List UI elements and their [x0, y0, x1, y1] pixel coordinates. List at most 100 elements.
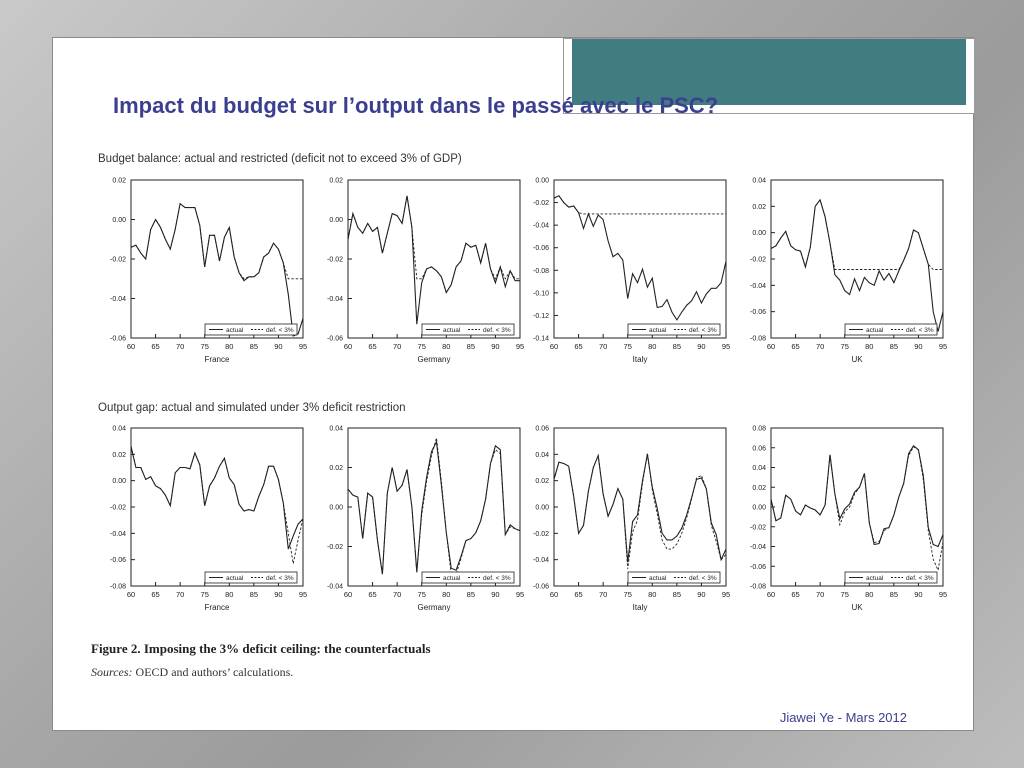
legend-deficit-label: def. < 3%	[689, 575, 717, 582]
x-tick-label: 95	[939, 342, 947, 351]
y-tick-label: -0.02	[110, 505, 126, 512]
teal-banner	[572, 39, 966, 105]
x-axis-label: Italy	[633, 603, 648, 612]
series-deficit-line	[347, 195, 520, 294]
x-axis-label: UK	[851, 355, 863, 364]
x-tick-label: 85	[890, 590, 898, 599]
x-tick-label: 65	[368, 342, 376, 351]
y-tick-label: -0.02	[750, 257, 766, 264]
slide-title: Impact du budget sur l’output dans le pa…	[113, 93, 719, 118]
series-deficit-line	[770, 446, 944, 572]
x-tick-label: 65	[574, 342, 582, 351]
plot-frame	[553, 179, 727, 339]
x-tick-label: 70	[816, 590, 824, 599]
x-tick-label: 85	[250, 590, 258, 599]
legend-deficit-label: def. < 3%	[906, 327, 934, 334]
series-actual-line	[130, 202, 304, 337]
y-tick-label: -0.06	[750, 309, 766, 316]
x-tick-label: 85	[250, 342, 258, 351]
legend-deficit-label: def. < 3%	[483, 327, 511, 334]
y-tick-label: -0.02	[533, 531, 549, 538]
x-tick-label: 75	[201, 590, 209, 599]
legend-actual-label: actual	[443, 327, 461, 334]
x-axis-label: France	[205, 603, 230, 612]
y-tick-label: 0.00	[329, 217, 343, 224]
x-tick-label: 75	[201, 342, 209, 351]
x-tick-label: 95	[299, 590, 307, 599]
x-tick-label: 75	[624, 342, 632, 351]
y-tick-label: -0.06	[327, 336, 343, 343]
x-tick-label: 90	[491, 342, 499, 351]
y-tick-label: 0.02	[752, 485, 766, 492]
y-tick-label: -0.08	[533, 268, 549, 275]
x-tick-label: 65	[791, 342, 799, 351]
legend-deficit-label: def. < 3%	[266, 327, 294, 334]
y-tick-label: -0.02	[533, 200, 549, 207]
x-tick-label: 90	[697, 590, 705, 599]
x-tick-label: 65	[151, 342, 159, 351]
y-tick-label: -0.08	[750, 336, 766, 343]
x-tick-label: 85	[467, 590, 475, 599]
y-tick-label: -0.06	[750, 564, 766, 571]
legend-deficit-label: def. < 3%	[689, 327, 717, 334]
x-tick-label: 60	[550, 590, 558, 599]
plot-frame	[553, 427, 727, 587]
x-tick-label: 70	[176, 342, 184, 351]
y-tick-label: -0.04	[533, 223, 549, 230]
y-tick-label: -0.04	[110, 296, 126, 303]
x-tick-label: 80	[865, 590, 873, 599]
y-tick-label: -0.04	[327, 296, 343, 303]
y-tick-label: 0.04	[752, 178, 766, 185]
y-tick-label: 0.00	[752, 505, 766, 512]
y-tick-label: 0.06	[752, 445, 766, 452]
chart-budget-italy: 0.00-0.02-0.04-0.06-0.08-0.10-0.12-0.146…	[533, 178, 730, 365]
x-tick-label: 90	[274, 590, 282, 599]
y-tick-label: -0.06	[533, 584, 549, 591]
series-deficit-line	[130, 446, 304, 564]
legend-actual-label: actual	[226, 327, 244, 334]
series-actual-line	[770, 198, 944, 332]
y-tick-label: 0.04	[535, 452, 549, 459]
x-tick-label: 85	[673, 590, 681, 599]
x-tick-label: 90	[274, 342, 282, 351]
legend-actual-label: actual	[443, 575, 461, 582]
x-tick-label: 65	[574, 590, 582, 599]
y-tick-label: 0.08	[752, 426, 766, 433]
x-axis-label: Germany	[418, 355, 451, 364]
sources-label: Sources:	[91, 665, 133, 679]
x-tick-label: 95	[516, 342, 524, 351]
plot-frame	[130, 427, 304, 587]
footer-author: Jiawei Ye - Mars 2012	[779, 710, 907, 725]
y-tick-label: 0.02	[112, 452, 126, 459]
x-tick-label: 60	[767, 342, 775, 351]
y-tick-label: 0.02	[329, 465, 343, 472]
y-tick-label: -0.14	[533, 336, 549, 343]
x-tick-label: 75	[418, 590, 426, 599]
y-tick-label: 0.00	[535, 178, 549, 185]
x-axis-label: France	[205, 355, 230, 364]
y-tick-label: 0.00	[112, 217, 126, 224]
x-axis-label: Germany	[418, 603, 451, 612]
x-tick-label: 70	[393, 590, 401, 599]
legend-actual-label: actual	[866, 575, 884, 582]
y-tick-label: 0.04	[752, 465, 766, 472]
x-tick-label: 65	[791, 590, 799, 599]
y-tick-label: -0.12	[533, 313, 549, 320]
plot-frame	[770, 427, 944, 587]
y-tick-label: 0.00	[752, 230, 766, 237]
x-tick-label: 90	[914, 590, 922, 599]
legend-deficit-label: def. < 3%	[906, 575, 934, 582]
x-tick-label: 80	[648, 590, 656, 599]
x-tick-label: 70	[599, 342, 607, 351]
plot-frame	[347, 179, 521, 339]
y-tick-label: -0.06	[533, 245, 549, 252]
x-tick-label: 80	[442, 590, 450, 599]
y-tick-label: -0.04	[750, 283, 766, 290]
plot-frame	[130, 179, 304, 339]
y-tick-label: 0.00	[112, 478, 126, 485]
x-tick-label: 80	[442, 342, 450, 351]
slide: Impact du budget sur l’output dans le pa…	[52, 37, 975, 731]
